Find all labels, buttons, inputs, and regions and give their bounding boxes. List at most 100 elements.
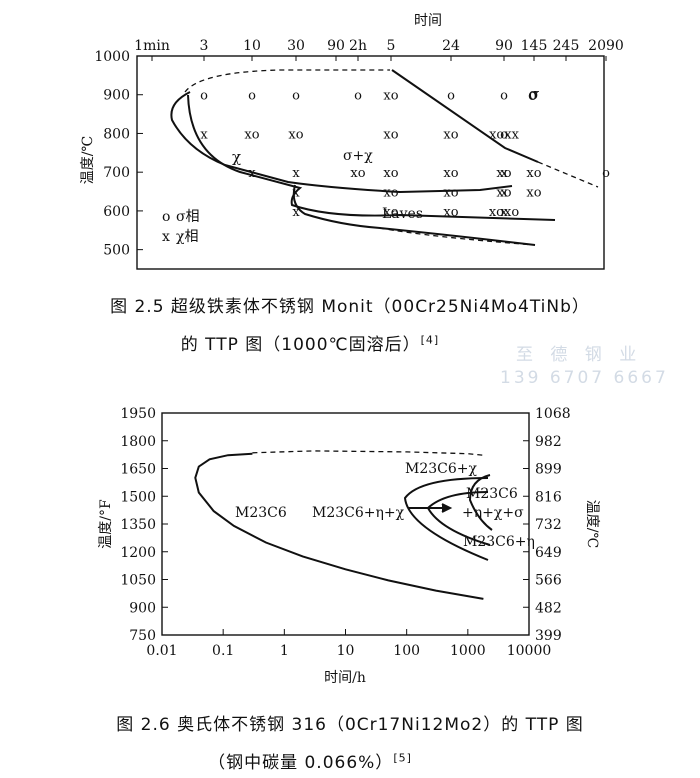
y-tick-label-right: 482 bbox=[535, 600, 562, 616]
inner-boundaries bbox=[403, 474, 493, 561]
data-marker: o bbox=[500, 89, 508, 104]
caption-text: （钢中碳量 0.066%） bbox=[208, 753, 394, 773]
data-marker: xo bbox=[288, 127, 303, 142]
data-marker: xo bbox=[443, 205, 458, 220]
data-marker: σ bbox=[529, 85, 540, 104]
figure-caption-2-6-line2: （钢中碳量 0.066%）[5] bbox=[0, 748, 660, 773]
data-marker: o bbox=[354, 89, 362, 104]
watermark-company: 至 德 钢 业 bbox=[516, 345, 643, 365]
y-tick-label-left: 1500 bbox=[120, 489, 156, 505]
x-tick-label: 90 bbox=[495, 38, 513, 54]
x-tick-label: 100 bbox=[393, 643, 420, 659]
x-tick-label: 0.1 bbox=[212, 643, 234, 659]
y-tick-label: 1000 bbox=[94, 49, 130, 65]
caption-reference: [5] bbox=[393, 751, 412, 765]
x-tick-label: 1min bbox=[134, 38, 170, 54]
data-marker: x bbox=[292, 166, 300, 181]
legend-label-sigma: σ相 bbox=[176, 209, 200, 225]
x-tick-label: 1000 bbox=[450, 643, 486, 659]
eta-boundary bbox=[468, 474, 493, 531]
data-marker: o bbox=[602, 166, 610, 181]
y-tick-label: 700 bbox=[103, 165, 130, 181]
sigma-boundary-nose bbox=[391, 69, 539, 163]
sigma-boundary-dashed bbox=[537, 161, 599, 188]
x-tick-label: 24 bbox=[442, 38, 460, 54]
data-marker: xo bbox=[443, 166, 458, 181]
region-label-eta-chi-sigma: +η+χ+σ bbox=[462, 505, 524, 521]
region-label-sigma-chi: σ+χ bbox=[343, 148, 373, 164]
region-label-sigma: σ bbox=[528, 86, 538, 104]
laves-dashed bbox=[379, 227, 536, 246]
legend-label-chi: χ相 bbox=[176, 229, 198, 245]
data-marker: xo bbox=[383, 166, 398, 181]
data-marker: xo bbox=[526, 186, 541, 201]
data-marker: xo bbox=[350, 166, 365, 181]
x-tick-label: 90 bbox=[327, 38, 345, 54]
x-tick-label: 3 bbox=[200, 38, 209, 54]
y-tick-label-right: 1068 bbox=[535, 406, 571, 422]
y-tick-label-left: 1650 bbox=[120, 462, 156, 478]
data-marker: xo bbox=[383, 205, 398, 220]
legend: o σ相 x χ相 bbox=[162, 209, 200, 245]
ttp-chart-monit: 时间 1min 3 10 30 90 2h 5 24 90 145 245 2090 10009008… bbox=[80, 13, 624, 270]
y-axis-ticks: 1000 900 800 700 600 500 bbox=[94, 49, 143, 259]
data-marker: xo bbox=[443, 127, 458, 142]
region-label-laves: Laves bbox=[382, 206, 423, 222]
data-marker: xo bbox=[383, 127, 398, 142]
data-marker: o bbox=[500, 127, 508, 142]
figure-caption-2-6-line1: 图 2.6 奥氏体不锈钢 316（0Cr17Ni12Mo2）的 TTP 图 bbox=[116, 715, 584, 735]
region-label-m23c6: M23C6 bbox=[235, 505, 287, 521]
x-tick-label: 5 bbox=[387, 38, 396, 54]
data-marker: x bbox=[292, 205, 300, 220]
plot-frame bbox=[161, 412, 530, 636]
sigma-start-curve bbox=[170, 91, 513, 194]
y-tick-label-right: 566 bbox=[535, 573, 562, 589]
legend-symbol-x: x bbox=[162, 229, 170, 245]
y-tick-label-right: 732 bbox=[535, 517, 562, 533]
x-tick-label: 1 bbox=[280, 643, 289, 659]
figure-caption-2-5-line1: 图 2.5 超级铁素体不锈钢 Monit（00Cr25Ni4Mo4TiNb） bbox=[110, 297, 590, 317]
data-marker: o bbox=[200, 89, 208, 104]
data-marker: xo bbox=[244, 127, 259, 142]
y-tick-label: 600 bbox=[103, 204, 130, 220]
x-tick-label: 145 bbox=[521, 38, 548, 54]
y-tick-label: 500 bbox=[103, 243, 130, 259]
y-tick-label-right: 899 bbox=[535, 462, 562, 478]
y-axis-title-left: 温度/°F bbox=[98, 499, 114, 549]
legend-symbol-o: o bbox=[162, 209, 170, 225]
chi-start-curve bbox=[187, 94, 556, 221]
data-marker: xo bbox=[383, 186, 398, 201]
caption-text: 的 TTP 图（1000℃固溶后） bbox=[180, 335, 421, 355]
curve-layer bbox=[194, 450, 487, 600]
region-label-m23c6-chi: M23C6+χ bbox=[405, 461, 477, 477]
data-marker: x bbox=[248, 166, 256, 181]
data-marker: x bbox=[292, 186, 300, 201]
data-marker: xo bbox=[496, 166, 511, 181]
y-axis-title: 温度/℃ bbox=[80, 136, 96, 184]
region-label-m23c6-eta-chi: M23C6+η+χ bbox=[312, 505, 405, 521]
chi-boundary bbox=[403, 477, 489, 561]
x-axis-ticks: 1min 3 10 30 90 2h 5 24 90 145 245 2090 bbox=[134, 38, 624, 61]
data-marker: xoxo bbox=[489, 205, 519, 220]
x-axis-title: 时间/h bbox=[324, 670, 366, 686]
data-marker: x bbox=[500, 186, 508, 201]
y-tick-label-left: 1800 bbox=[120, 434, 156, 450]
x-tick-label: 30 bbox=[287, 38, 305, 54]
y-tick-label-left: 900 bbox=[129, 600, 156, 616]
data-marker: xo bbox=[496, 186, 511, 201]
y-tick-label-right: 816 bbox=[535, 489, 562, 505]
y-tick-label-left: 1200 bbox=[120, 545, 156, 561]
x-axis-ticks: 0.01 0.1 1 10 100 1000 10000 bbox=[146, 629, 551, 659]
y-tick-label-left: 1950 bbox=[120, 406, 156, 422]
y-tick-label-left: 1350 bbox=[120, 517, 156, 533]
region-label-chi: χ bbox=[232, 148, 241, 166]
x-tick-label: 0.01 bbox=[146, 643, 177, 659]
x-tick-label: 2090 bbox=[588, 38, 624, 54]
x-tick-label: 10 bbox=[337, 643, 355, 659]
data-marker: x bbox=[500, 166, 508, 181]
x-axis-title: 时间 bbox=[414, 13, 442, 29]
data-marker: xoxx bbox=[489, 127, 519, 142]
arrow-head bbox=[441, 503, 453, 513]
x-tick-label: 10 bbox=[243, 38, 261, 54]
data-marker: xo bbox=[383, 89, 398, 104]
